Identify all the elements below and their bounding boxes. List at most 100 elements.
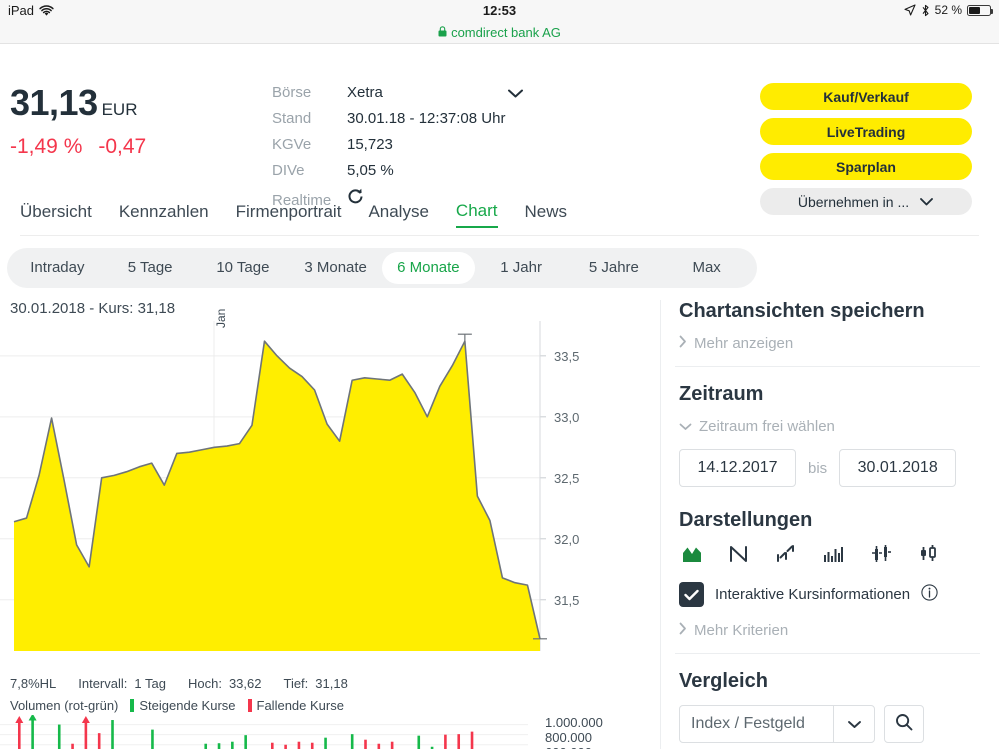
price-line xyxy=(13,340,541,639)
chart-column: 30.01.2018 - Kurs: 31,18 Jan 33,5 33,0 32,… xyxy=(0,300,660,749)
chart-sidebar: Chartansichten speichern Mehr anzeigen Z… xyxy=(660,300,980,749)
falling-color-swatch xyxy=(247,699,252,712)
compare-search-button[interactable] xyxy=(884,705,924,743)
tab-kennzahlen[interactable]: Kennzahlen xyxy=(118,202,209,221)
tab-chart[interactable]: Chart xyxy=(455,201,498,228)
quote-facts: Börse Xetra Stand 30.01.18 - 12:37:08 Uh… xyxy=(272,84,523,214)
refresh-icon[interactable] xyxy=(347,188,364,209)
current-price: 31,13 xyxy=(10,82,98,123)
volume-bar xyxy=(457,734,461,749)
volume-bar xyxy=(430,746,434,749)
volume-bar xyxy=(364,739,367,749)
period-5-tage[interactable]: 5 Tage xyxy=(127,259,173,276)
price-ytick-label: 32,5 xyxy=(554,471,579,486)
date-between-label: bis xyxy=(808,459,828,477)
volume-bar xyxy=(244,735,247,749)
site-name: comdirect bank AG xyxy=(451,25,561,40)
area-chart-icon[interactable] xyxy=(682,544,702,568)
tab-news[interactable]: News xyxy=(524,202,568,221)
tab-analyse[interactable]: Analyse xyxy=(368,202,429,221)
price-ytick-label: 33,0 xyxy=(554,410,579,425)
transfer-to-dropdown[interactable]: Übernehmen in ... xyxy=(760,188,972,215)
period-6-monate[interactable]: 6 Monate xyxy=(382,252,475,284)
status-clock: 12:53 xyxy=(482,3,517,18)
change-percent: -1,49 % xyxy=(10,135,83,158)
volume-ytick: 1.000.000 xyxy=(545,715,603,730)
volume-bar xyxy=(297,741,301,749)
period-3-monate[interactable]: 3 Monate xyxy=(304,259,367,276)
chevron-down-icon[interactable] xyxy=(507,86,524,103)
volume-chart-svg xyxy=(0,713,528,749)
info-icon[interactable] xyxy=(921,583,938,606)
line-chart-icon[interactable] xyxy=(729,544,749,568)
period-intraday[interactable]: Intraday xyxy=(30,259,85,276)
sparplan-button[interactable]: Sparplan xyxy=(760,153,972,180)
period-10-tage[interactable]: 10 Tage xyxy=(216,259,270,276)
volume-marker-arrow xyxy=(28,713,37,721)
lock-icon xyxy=(438,25,447,40)
stat-label: 7,8%HL xyxy=(10,676,57,691)
price-chart-svg: 33,5 33,0 32,5 32,0 31,5 xyxy=(0,321,579,651)
save-views-more-label: Mehr anzeigen xyxy=(694,335,794,352)
volume-y-axis: 1.000.000 800.000 600.000 400.000 xyxy=(545,715,603,749)
period-free-choice-label: Zeitraum frei wählen xyxy=(699,418,835,435)
bar-chart-icon[interactable] xyxy=(823,544,844,568)
fact-row-exchange[interactable]: Börse Xetra xyxy=(272,84,523,105)
quote-header: 31,13 EUR -1,49 % -0,47 Börse Xetra Stand… xyxy=(0,44,999,215)
stat-value: 31,18 xyxy=(315,676,348,691)
chevron-down-icon xyxy=(679,418,692,435)
more-criteria-label: Mehr Kriterien xyxy=(694,622,789,639)
compare-select-value: Index / Festgeld xyxy=(691,715,805,732)
candlestick-chart-icon[interactable] xyxy=(919,544,940,568)
stat-high: Hoch: 33,62 xyxy=(188,676,262,691)
section-display: Darstellungen xyxy=(675,509,980,639)
volume-legend: Volumen (rot-grün) Steigende Kurse Falle… xyxy=(10,698,660,713)
interactive-info-checkbox[interactable] xyxy=(679,582,704,607)
tab-uebersicht[interactable]: Übersicht xyxy=(20,202,92,221)
fact-row-dive: DIVe 5,05 % xyxy=(272,162,505,183)
compare-row: Index / Festgeld xyxy=(679,705,980,743)
volume-chart[interactable]: 1.000.000 800.000 600.000 400.000 xyxy=(0,713,640,749)
period-max[interactable]: Max xyxy=(692,259,721,276)
date-from-input[interactable]: 14.12.2017 xyxy=(679,449,796,487)
buy-sell-button[interactable]: Kauf/Verkauf xyxy=(760,83,972,110)
wifi-icon xyxy=(39,4,54,17)
save-views-title: Chartansichten speichern xyxy=(679,300,925,322)
period-free-choice-link[interactable]: Zeitraum frei wählen xyxy=(679,418,980,435)
price-ytick-label: 32,0 xyxy=(554,532,579,547)
price-chart[interactable]: Jan 33,5 33,0 32,5 32,0 31,5 xyxy=(0,309,640,671)
volume-bar xyxy=(84,722,88,749)
volume-bar xyxy=(350,734,354,749)
tab-firmenportrait[interactable]: Firmenportrait xyxy=(235,202,342,221)
volume-bar xyxy=(231,741,234,749)
volume-bar xyxy=(284,744,287,749)
volume-bar xyxy=(444,734,447,749)
volume-bar xyxy=(377,743,381,749)
volume-bar xyxy=(390,741,394,749)
save-views-more-link[interactable]: Mehr anzeigen xyxy=(679,335,980,352)
period-5-jahre[interactable]: 5 Jahre xyxy=(588,259,639,276)
chart-content: 30.01.2018 - Kurs: 31,18 Jan 33,5 33,0 32,… xyxy=(0,288,999,749)
stat-interval: Intervall: 1 Tag xyxy=(78,676,166,691)
price-ytick-label: 31,5 xyxy=(554,593,579,608)
dotted-line-chart-icon[interactable] xyxy=(776,544,796,568)
transfer-to-label: Übernehmen in ... xyxy=(797,193,910,210)
price-ytick-label: 33,5 xyxy=(554,349,579,364)
period-1-jahr[interactable]: 1 Jahr xyxy=(500,259,542,276)
fact-label: Realtime xyxy=(272,192,332,209)
rising-color-swatch xyxy=(130,699,135,712)
status-left: iPad xyxy=(8,3,54,18)
battery-icon xyxy=(967,4,993,16)
livetrading-button[interactable]: LiveTrading xyxy=(760,118,972,145)
volume-bar xyxy=(151,729,154,749)
date-to-input[interactable]: 30.01.2018 xyxy=(839,449,957,487)
more-criteria-link[interactable]: Mehr Kriterien xyxy=(679,622,980,639)
price-block: 31,13 EUR -1,49 % -0,47 xyxy=(10,82,146,159)
compare-select[interactable]: Index / Festgeld xyxy=(679,705,875,743)
fact-value: 30.01.18 - 12:37:08 Uhr xyxy=(347,110,506,127)
volume-ytick: 600.000 xyxy=(545,745,603,749)
compare-title: Vergleich xyxy=(679,670,768,692)
chart-readout: 30.01.2018 - Kurs: 31,18 xyxy=(10,300,176,317)
interactive-info-label: Interaktive Kursinformationen xyxy=(715,586,911,603)
ohlc-chart-icon[interactable] xyxy=(871,544,892,568)
